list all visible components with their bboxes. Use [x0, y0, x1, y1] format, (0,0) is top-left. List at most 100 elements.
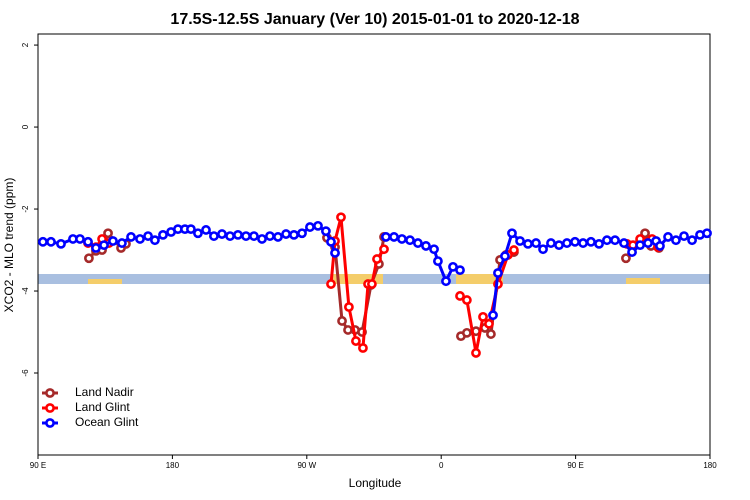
data-point [379, 244, 389, 255]
data-point [397, 234, 407, 244]
plot-frame [37, 33, 711, 456]
data-point [679, 231, 689, 241]
y-axis-label: XCO2 - MLO trend (ppm) [2, 178, 16, 313]
data-point [570, 236, 580, 247]
y-tick-label: -2 [21, 205, 30, 213]
data-point [289, 229, 299, 240]
data-point [126, 232, 136, 242]
data-point [313, 220, 323, 231]
land-band [626, 278, 660, 284]
data-point [367, 279, 377, 289]
data-point [351, 336, 361, 346]
data-point [523, 238, 533, 249]
data-point [257, 234, 267, 244]
data-point [413, 238, 423, 248]
land-band [88, 279, 122, 284]
data-point [91, 243, 101, 253]
x-axis-label: Longitude [349, 476, 402, 490]
data-point [455, 265, 465, 276]
data-point [471, 348, 481, 358]
data-point [344, 302, 354, 312]
data-point [305, 222, 315, 232]
x-tick-label: 180 [703, 461, 717, 470]
data-point [56, 238, 66, 249]
data-point [640, 228, 650, 239]
data-point [578, 238, 588, 248]
data-point [217, 229, 227, 239]
data-point [330, 248, 340, 258]
data-point [336, 212, 346, 223]
data-point [461, 295, 472, 305]
data-point [103, 228, 113, 239]
data-point [635, 240, 646, 251]
data-point [493, 268, 503, 278]
data-point [326, 236, 336, 247]
data-point [619, 238, 629, 248]
series-line [87, 215, 660, 355]
x-tick-label: 0 [439, 461, 444, 470]
data-point [671, 235, 681, 246]
data-point [381, 232, 391, 242]
data-point [429, 244, 439, 255]
data-point [515, 236, 525, 246]
x-tick-label: 180 [166, 461, 180, 470]
data-point [150, 235, 160, 246]
land-band [333, 274, 383, 284]
data-point [321, 226, 331, 237]
data-point [38, 236, 48, 247]
x-tick-label: 90 E [30, 461, 46, 470]
data-point [484, 318, 494, 329]
legend-label: Land Nadir [75, 385, 134, 399]
data-point [627, 247, 637, 257]
data-point [135, 234, 145, 244]
data-point [594, 238, 604, 249]
legend-marker [45, 388, 55, 398]
data-point [389, 232, 399, 242]
data-point [117, 238, 127, 248]
data-point [610, 235, 620, 246]
data-point [372, 254, 382, 264]
data-point [273, 232, 283, 242]
data-point [225, 231, 235, 241]
data-point [586, 236, 596, 247]
data-point [209, 231, 219, 241]
data-point [75, 234, 85, 244]
x-tick-label: 90 E [567, 461, 583, 470]
y-tick-label: 0 [21, 124, 30, 129]
data-point [108, 236, 118, 246]
data-point [241, 231, 251, 241]
legend-marker [45, 403, 55, 413]
data-point [488, 310, 498, 321]
data-point [249, 231, 259, 241]
data-point [46, 236, 56, 247]
data-point [702, 228, 712, 239]
data-point [297, 228, 307, 239]
data-point [337, 316, 347, 326]
data-point [602, 235, 612, 246]
data-point [531, 238, 541, 248]
x-tick-label: 90 W [297, 461, 316, 470]
data-point [143, 231, 153, 241]
data-point [158, 229, 168, 240]
land-band [456, 274, 503, 284]
data-point [478, 311, 488, 322]
data-point [643, 238, 653, 248]
data-point [233, 229, 243, 240]
data-point [655, 241, 665, 251]
data-point [265, 231, 275, 241]
data-point [99, 240, 109, 251]
data-point [83, 236, 93, 247]
data-point [562, 238, 572, 248]
data-point [358, 343, 368, 353]
data-point [509, 245, 519, 255]
data-point [193, 228, 203, 239]
chart-title: 17.5S-12.5S January (Ver 10) 2015-01-01 … [170, 11, 579, 28]
data-point [687, 235, 697, 246]
data-point [201, 225, 211, 235]
y-tick-label: 2 [21, 42, 30, 47]
data-point [663, 232, 673, 242]
data-point [84, 253, 94, 264]
legend-label: Land Glint [75, 400, 130, 414]
data-point [486, 329, 496, 339]
